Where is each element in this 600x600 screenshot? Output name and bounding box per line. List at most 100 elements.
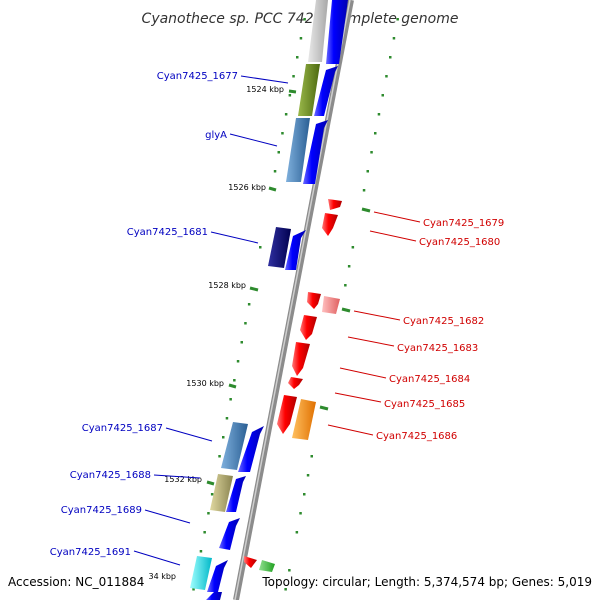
ruler-tick <box>199 550 203 553</box>
ruler-tick <box>370 151 373 154</box>
cds-feature[interactable] <box>314 66 338 116</box>
gene-feature[interactable] <box>286 118 310 182</box>
kbp-label: 1526 kbp <box>228 183 266 192</box>
ruler-tick <box>284 113 288 116</box>
cds-feature[interactable] <box>322 213 338 236</box>
ruler-tick <box>292 75 295 78</box>
ruler-tick <box>207 512 210 515</box>
cds-feature[interactable] <box>238 426 264 472</box>
gene-feature[interactable] <box>308 0 328 62</box>
gene-feature[interactable] <box>210 474 233 512</box>
cds-feature[interactable] <box>303 120 328 184</box>
ruler-tick <box>389 56 392 59</box>
gene-label[interactable]: Cyan7425_1677 <box>157 71 238 82</box>
ruler-tick <box>362 189 366 192</box>
ruler-tick <box>306 474 310 477</box>
major-tick <box>341 307 351 313</box>
cds-feature[interactable] <box>285 230 306 270</box>
gene-feature[interactable] <box>298 64 320 116</box>
gene-label[interactable]: glyA <box>205 130 227 141</box>
leader-lines <box>133 75 421 566</box>
ruler-tick <box>288 569 291 572</box>
ruler-tick <box>344 284 347 287</box>
major-tick <box>268 186 277 192</box>
gene-feature[interactable] <box>322 296 340 314</box>
cds-feature[interactable] <box>226 476 246 512</box>
ruler-tick <box>351 246 355 249</box>
gene-label[interactable]: Cyan7425_1679 <box>423 218 504 229</box>
major-tick <box>361 207 371 213</box>
cds-feature[interactable] <box>292 342 310 376</box>
ruler-tick <box>288 94 292 97</box>
gene-label[interactable]: Cyan7425_1684 <box>389 374 470 385</box>
gene-feature[interactable] <box>292 399 316 440</box>
backbone <box>233 0 354 600</box>
gene-feature[interactable] <box>259 560 275 572</box>
gene-label[interactable]: Cyan7425_1687 <box>82 423 163 434</box>
gene-label[interactable]: Cyan7425_1689 <box>61 505 142 516</box>
accession-text: Accession: NC_011884 <box>8 575 144 589</box>
ruler-tick <box>273 170 277 173</box>
major-tick <box>319 405 329 411</box>
ruler-tick <box>377 113 381 116</box>
forward-gene-labels: Cyan7425_1677 glyA Cyan7425_1681 Cyan742… <box>50 71 238 558</box>
ruler-tick <box>396 18 399 21</box>
ruler-tick <box>203 531 206 534</box>
major-tick <box>288 89 297 94</box>
cds-feature[interactable] <box>277 395 297 434</box>
kbp-label: 1528 kbp <box>208 281 246 290</box>
ruler-tick <box>225 417 229 420</box>
kbp-labels: 1524 kbp 1526 kbp 1528 kbp 1530 kbp 1532… <box>148 85 284 581</box>
ruler-tick <box>240 341 243 344</box>
kbp-label: 34 kbp <box>148 572 176 581</box>
cds-feature[interactable] <box>288 377 303 389</box>
cds-feature[interactable] <box>207 560 228 592</box>
ruler-tick <box>303 18 306 21</box>
ruler-tick <box>244 322 247 325</box>
kbp-label: 1532 kbp <box>164 475 202 484</box>
ruler-tick <box>277 151 280 154</box>
ruler-tick <box>192 588 195 591</box>
ruler-tick <box>347 265 351 268</box>
ruler-tick <box>385 75 388 78</box>
gene-feature[interactable] <box>190 556 212 590</box>
gene-label[interactable]: Cyan7425_1680 <box>419 237 500 248</box>
kbp-label: 1524 kbp <box>246 85 284 94</box>
gene-label[interactable]: Cyan7425_1688 <box>70 470 151 481</box>
genome-summary-text: Topology: circular; Length: 5,374,574 bp… <box>261 575 592 589</box>
reverse-gene-labels: Cyan7425_1679 Cyan7425_1680 Cyan7425_168… <box>376 218 504 442</box>
ruler-tick <box>303 493 306 496</box>
cds-feature[interactable] <box>219 518 240 550</box>
ruler-tick <box>247 303 251 306</box>
ruler-tick <box>210 493 214 496</box>
cds-feature[interactable] <box>244 556 257 568</box>
gene-label[interactable]: Cyan7425_1691 <box>50 547 131 558</box>
ruler-tick <box>295 531 299 534</box>
ruler-tick <box>392 37 396 40</box>
cds-feature[interactable] <box>300 315 317 340</box>
major-ticks <box>206 89 371 486</box>
cds-feature[interactable] <box>206 592 222 600</box>
gene-label[interactable]: Cyan7425_1683 <box>397 343 478 354</box>
cds-feature[interactable] <box>326 0 348 64</box>
ruler-tick <box>218 455 221 458</box>
gene-feature[interactable] <box>268 227 291 268</box>
reverse-strand-features <box>244 199 342 572</box>
ruler-tick <box>299 512 302 515</box>
gene-label[interactable]: Cyan7425_1682 <box>403 316 484 327</box>
kbp-label: 1530 kbp <box>186 379 224 388</box>
cds-feature[interactable] <box>328 199 342 210</box>
cds-feature[interactable] <box>307 292 321 309</box>
ruler-tick <box>366 170 369 173</box>
ruler-tick <box>236 360 240 363</box>
ruler-tick <box>310 455 313 458</box>
gene-label[interactable]: Cyan7425_1685 <box>384 399 465 410</box>
gene-feature[interactable] <box>221 422 248 470</box>
ruler-tick <box>374 132 377 135</box>
gene-label[interactable]: Cyan7425_1686 <box>376 431 457 442</box>
ruler-tick <box>299 37 303 40</box>
ruler-tick <box>222 436 225 439</box>
ruler-tick <box>281 132 284 135</box>
gene-label[interactable]: Cyan7425_1681 <box>127 227 208 238</box>
